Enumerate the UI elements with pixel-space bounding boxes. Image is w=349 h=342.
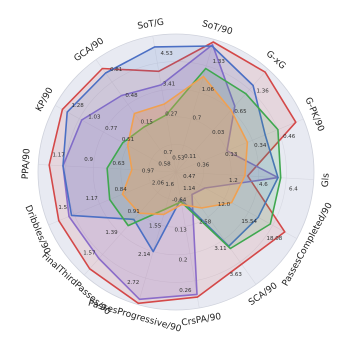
tick-label: 0.51 [122, 137, 134, 143]
axis-label: PPA/90 [21, 148, 33, 180]
tick-label: 0.26 [179, 288, 192, 294]
tick-label: 0.91 [128, 209, 140, 215]
center-tick-label: 0.11 [184, 154, 196, 160]
tick-label: 0.84 [115, 187, 128, 193]
tick-label: 0.9 [84, 157, 93, 163]
tick-label: 3.11 [214, 246, 226, 252]
radar-series [48, 41, 297, 305]
grid-spoke [175, 39, 215, 173]
tick-label: 4.6 [259, 182, 268, 188]
axis-label: Gls [321, 173, 332, 188]
tick-label: 0.65 [234, 109, 247, 115]
tick-label: 1.17 [52, 152, 65, 158]
tick-label: 1.39 [105, 230, 118, 236]
center-tick-label: 0.36 [197, 163, 210, 169]
tick-label: 0.2 [179, 258, 188, 264]
grid-spoke [175, 171, 298, 239]
tick-label: 0.46 [283, 134, 296, 140]
tick-label: 1.06 [202, 87, 215, 93]
axis-label: SoT/G [137, 18, 165, 32]
center-tick-label: 1.6 [165, 182, 174, 188]
tick-label: 3.41 [163, 82, 175, 88]
radar-tick-labels: 0.7 1.06 1.33 0.03 0.65 1.36 0.13 0.34 0.46 1.2 4.… [52, 51, 298, 294]
axis-label: CrsPA/90 [181, 312, 223, 329]
tick-label: 2.14 [138, 252, 151, 258]
grid-spoke [83, 171, 177, 276]
grid-ring [148, 144, 204, 200]
tick-label: 15.54 [241, 219, 257, 225]
tick-label: 1.57 [83, 251, 96, 257]
tick-label: 1.36 [256, 88, 269, 94]
grid-spoke [95, 59, 177, 173]
center-tick-label: -0.64 [172, 197, 187, 203]
tick-label: 0.63 [112, 161, 125, 167]
tick-label: 1.5 [58, 205, 67, 211]
tick-label: 0.34 [254, 143, 267, 149]
grid-spoke [137, 171, 177, 305]
tick-label: 6.4 [289, 187, 298, 193]
grid-spoke [175, 171, 200, 309]
tick-label: 18.08 [267, 236, 283, 242]
grid-ring [92, 88, 260, 256]
tick-label: 1.33 [213, 59, 226, 65]
tick-label: 1.17 [86, 196, 99, 202]
tick-label: 0.13 [225, 152, 238, 158]
grid-ring [120, 116, 232, 228]
center-tick-label: 2.06 [152, 180, 165, 186]
tick-label: 0.77 [105, 126, 118, 132]
grid-spoke [54, 105, 177, 173]
tick-label: 2.58 [199, 220, 212, 226]
center-tick-label: 1.14 [183, 186, 196, 192]
tick-label: 2.72 [127, 280, 139, 286]
tick-label: 0.13 [174, 227, 187, 233]
tick-label: 0.03 [212, 130, 225, 136]
tick-label: 1.55 [149, 224, 162, 230]
center-tick-label: 0.97 [142, 169, 155, 175]
tick-label: 3.63 [230, 272, 243, 278]
series-4-polygon [106, 67, 282, 250]
tick-label: 0.48 [125, 93, 138, 99]
center-tick-label: 0.7 [164, 150, 173, 156]
tick-label: 4.53 [160, 51, 173, 57]
tick-label: 12.0 [218, 202, 231, 208]
center-tick-label: 0.53 [172, 156, 185, 162]
series-5-polygon [121, 75, 249, 216]
tick-label: 0.7 [193, 115, 202, 121]
tick-label: 0.27 [165, 112, 178, 118]
tick-label: 0.81 [110, 67, 122, 73]
series-3-polygon [62, 45, 279, 253]
center-tick-label: 0.47 [183, 174, 196, 180]
tick-label: 1.2 [229, 178, 238, 184]
tick-label: 1.28 [71, 103, 84, 109]
series-2-polygon [62, 43, 279, 301]
grid-spoke [175, 118, 304, 173]
grid-spoke [48, 171, 177, 226]
grid-spoke [175, 171, 257, 285]
radar-grid [37, 33, 315, 311]
tick-label: 0.15 [141, 119, 154, 125]
axis-label: SoT/90 [201, 19, 234, 37]
center-tick-label: 0.58 [158, 162, 171, 168]
tick-label: 1.03 [88, 114, 101, 120]
